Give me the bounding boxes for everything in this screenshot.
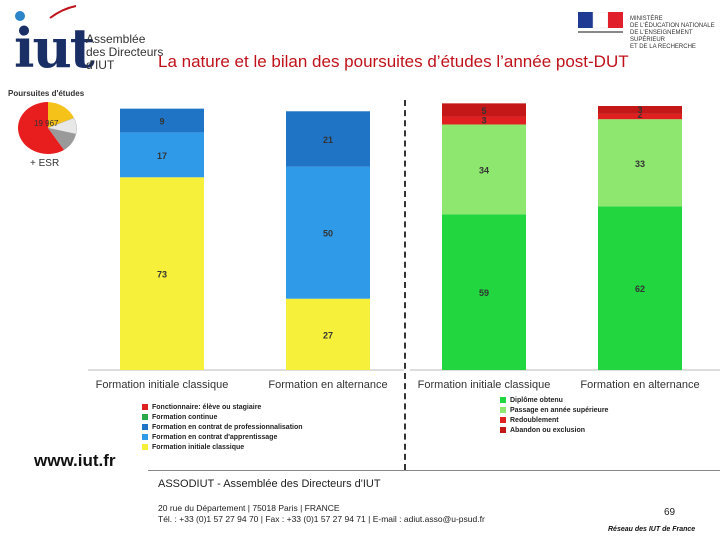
footer-divider — [148, 470, 720, 471]
data-label: 62 — [635, 284, 645, 294]
network-label: Réseau des IUT de France — [608, 526, 696, 533]
ministry-line: DE L'ÉDUCATION NATIONALE — [630, 23, 715, 29]
legend-entry: Fonctionnaire: élève ou stagiaire — [142, 402, 303, 412]
bar-segment — [598, 106, 682, 114]
bar-segment — [598, 206, 682, 370]
category-label: Formation en alternance — [268, 379, 387, 391]
pie-slice-red — [18, 102, 64, 154]
data-label: 59 — [479, 288, 489, 298]
logo-subtitle-line: des Directeurs — [86, 45, 164, 59]
legend-label: Diplôme obtenu — [510, 396, 563, 404]
data-label: 33 — [635, 159, 645, 169]
logo-subtitle-line: d'IUT — [86, 58, 115, 72]
footer-address-line: 20 rue du Département | 75018 Paris | FR… — [158, 503, 340, 513]
legend-bilan: Diplôme obtenu Passage en année supérieur… — [500, 395, 608, 435]
pie-title: Poursuites d'études — [8, 89, 85, 98]
bar-segment — [442, 116, 526, 125]
category-label: Formation initiale classique — [96, 379, 229, 391]
legend-entry: Formation en contrat de professionnalisa… — [142, 422, 303, 432]
legend-entry: Passage en année supérieure — [500, 405, 608, 415]
ministry-text: MINISTÈRE DE L'ÉDUCATION NATIONALE DE L'… — [630, 16, 716, 51]
bar-segment — [442, 124, 526, 215]
bar-segment — [598, 113, 682, 120]
ministry-line: MINISTÈRE — [630, 16, 663, 22]
footer-address-line: Tél. : +33 (0)1 57 27 94 70 | Fax : +33 … — [158, 514, 485, 524]
legend-swatch — [142, 444, 148, 450]
legend-swatch — [500, 427, 506, 433]
bar-segment — [120, 177, 204, 370]
data-label: 2 — [637, 110, 642, 120]
legend-swatch — [142, 434, 148, 440]
ministry-line: DE L'ENSEIGNEMENT SUPÉRIEUR — [630, 30, 693, 43]
footer-assoc: ASSODIUT - Assemblée des Directeurs d'IU… — [158, 478, 381, 490]
logo-subtitle-line: Assemblée — [86, 32, 146, 46]
bar-segment — [442, 214, 526, 370]
bar-segment — [286, 298, 370, 370]
data-label: 17 — [157, 151, 167, 161]
page-title: La nature et le bilan des poursuites d’é… — [158, 52, 629, 71]
page-number: 69 — [664, 507, 676, 518]
logo-dot-blue — [15, 11, 25, 21]
ministry-flag-logo — [578, 12, 623, 33]
logo-dots — [15, 5, 77, 21]
data-label: 5 — [481, 106, 486, 116]
legend-swatch — [500, 407, 506, 413]
legend-label: Formation initiale classique — [152, 443, 245, 451]
bar-segment — [598, 119, 682, 207]
bar-segment — [120, 108, 204, 133]
logo-iut-text: iut — [14, 16, 95, 80]
legend-entry: Abandon ou exclusion — [500, 425, 608, 435]
legend-swatch — [500, 397, 506, 403]
pie-chart: 19 967 — [18, 102, 77, 154]
flag-blue — [578, 12, 593, 28]
bar-segment — [286, 111, 370, 167]
legend-swatch — [500, 417, 506, 423]
legend-label: Formation continue — [152, 413, 218, 421]
footer-address: 20 rue du Département | 75018 Paris | FR… — [158, 503, 485, 525]
logo-subtitle: Assemblée des Directeurs d'IUT — [86, 33, 163, 72]
pie-slice-gray — [48, 128, 76, 150]
data-label: 50 — [323, 229, 333, 239]
logo-swoosh — [49, 5, 77, 19]
flag-underline — [578, 31, 623, 33]
legend-swatch — [142, 424, 148, 430]
category-label: Formation en alternance — [580, 379, 699, 391]
chart-divider — [404, 100, 406, 470]
data-label: 27 — [323, 330, 333, 340]
data-label: 73 — [157, 270, 167, 280]
esr-label: + ESR — [30, 158, 60, 169]
flag-white — [592, 12, 609, 29]
legend-label: Formation en contrat de professionnalisa… — [152, 423, 303, 431]
legend-label: Formation en contrat d'apprentissage — [152, 433, 278, 441]
data-label: 34 — [479, 165, 489, 175]
footer-url[interactable]: www.iut.fr — [34, 451, 116, 470]
legend-entry: Formation en contrat d'apprentissage — [142, 432, 303, 442]
bar-segment — [286, 166, 370, 299]
data-label: 21 — [323, 135, 333, 145]
data-label: 9 — [159, 117, 164, 127]
pie-value-label: 19 967 — [34, 119, 59, 128]
legend-swatch — [142, 414, 148, 420]
chart-nature: 73 17 9 Formation initiale classique 27 50 21 F… — [88, 108, 404, 391]
legend-swatch — [142, 404, 148, 410]
pie-slice-lightgray — [47, 117, 77, 135]
legend-nature: Fonctionnaire: élève ou stagiaire Formati… — [142, 402, 303, 452]
bar-segment — [442, 103, 526, 117]
legend-label: Passage en année supérieure — [510, 406, 609, 414]
legend-entry: Redoublement — [500, 415, 608, 425]
category-label: Formation initiale classique — [418, 379, 551, 391]
legend-entry: Formation continue — [142, 412, 303, 422]
pie-slice-yellow — [48, 102, 74, 128]
legend-label: Redoublement — [510, 416, 559, 424]
bar-segment — [120, 132, 204, 178]
flag-red — [608, 12, 623, 28]
data-label: 3 — [637, 105, 642, 115]
legend-label: Abandon ou exclusion — [510, 426, 586, 434]
legend-entry: Diplôme obtenu — [500, 395, 608, 405]
ministry-line: ET DE LA RECHERCHE — [630, 44, 696, 50]
legend-entry: Formation initiale classique — [142, 442, 303, 452]
legend-label: Fonctionnaire: élève ou stagiaire — [152, 403, 262, 411]
data-label: 3 — [481, 115, 486, 125]
